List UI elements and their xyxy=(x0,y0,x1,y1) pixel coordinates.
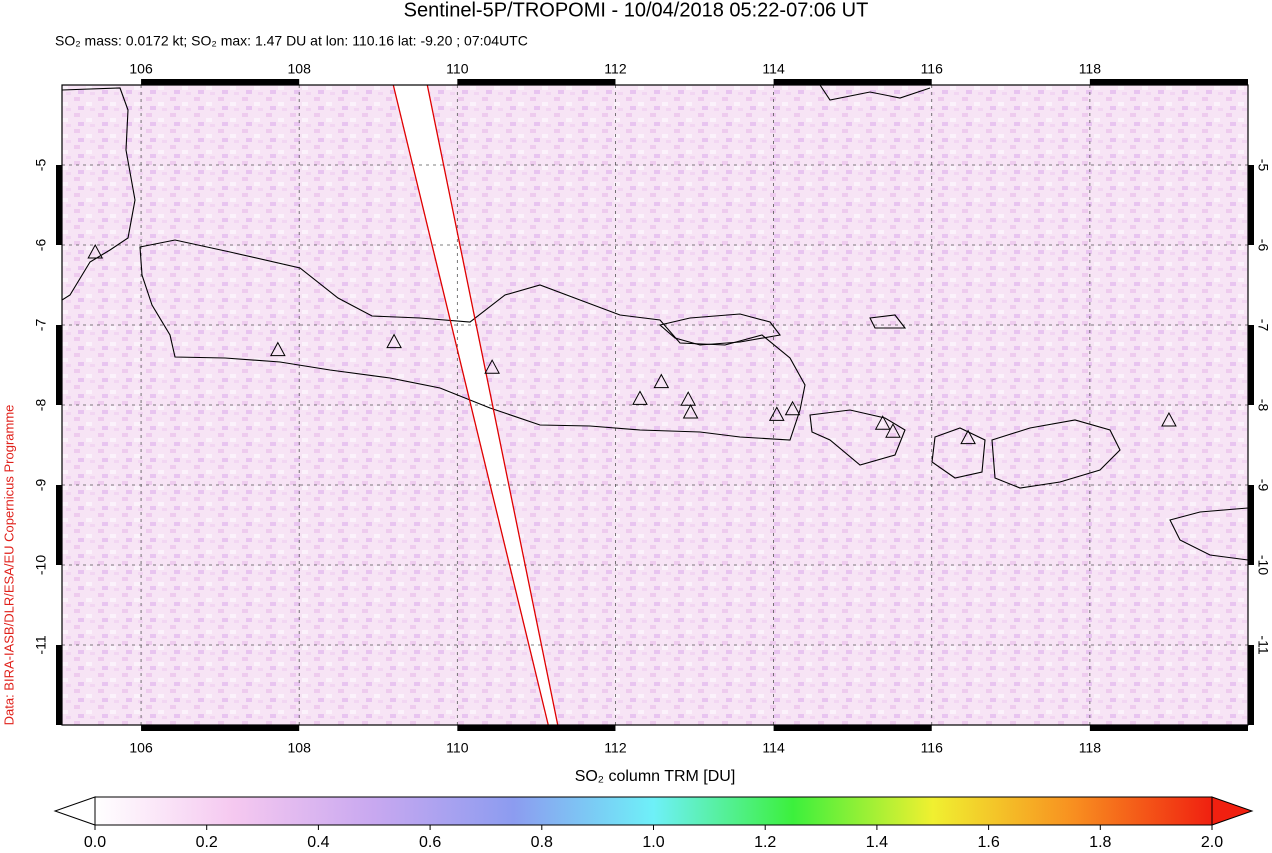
x-tick-label: 116 xyxy=(921,61,944,77)
frame-bar xyxy=(141,725,300,731)
y-tick-label: -6 xyxy=(33,239,49,252)
colorbar-under xyxy=(53,796,96,826)
y-tick-label: -5 xyxy=(33,159,49,172)
chart-title: Sentinel-5P/TROPOMI - 10/04/2018 05:22-0… xyxy=(404,0,869,21)
y-tick-label: -7 xyxy=(33,319,49,332)
frame-bar xyxy=(56,165,62,245)
frame-bar xyxy=(457,725,616,731)
frame-bar xyxy=(141,79,300,85)
colorbar-tick-label: 1.2 xyxy=(754,834,776,851)
colorbar-tick-label: 1.4 xyxy=(866,834,888,851)
x-tick-label: 106 xyxy=(129,740,153,756)
x-tick-label: 108 xyxy=(288,740,312,756)
colorbar-tick-label: 0.0 xyxy=(84,834,106,851)
y-tick-label: -5 xyxy=(1255,159,1271,172)
colorbar-tick-label: 1.8 xyxy=(1089,834,1111,851)
volcano xyxy=(960,429,976,445)
colorbar-tick-label: 0.8 xyxy=(531,834,553,851)
y-tick-label: -9 xyxy=(1255,479,1271,492)
colorbar-fill xyxy=(95,797,1212,825)
x-tick-label: 118 xyxy=(1079,61,1102,77)
x-tick-label: 112 xyxy=(604,740,627,756)
y-tick-label: -6 xyxy=(1255,239,1271,252)
x-tick-label: 112 xyxy=(604,61,627,77)
y-tick-label: -10 xyxy=(1255,555,1271,575)
colorbar-tick-label: 0.4 xyxy=(307,834,329,851)
volcano xyxy=(680,391,697,406)
frame-bar xyxy=(56,325,62,405)
volcano xyxy=(270,341,286,357)
colorbar-tick-label: 2.0 xyxy=(1201,834,1223,851)
y-tick-label: -9 xyxy=(33,479,49,492)
colorbar-label: SO₂ column TRM [DU] xyxy=(575,768,736,785)
x-tick-label: 108 xyxy=(288,61,312,77)
x-tick-label: 110 xyxy=(446,740,469,756)
x-tick-label: 106 xyxy=(129,61,153,77)
y-tick-label: -11 xyxy=(1255,635,1271,654)
grid xyxy=(62,85,1248,725)
y-tick-label: -8 xyxy=(1255,399,1271,412)
frame-bar xyxy=(457,79,616,85)
frame-bar xyxy=(1248,325,1254,405)
map xyxy=(62,85,1248,725)
colorbar-over xyxy=(1211,796,1254,826)
frame-bar xyxy=(773,725,932,731)
volcano xyxy=(386,333,402,349)
colorbar-tick-label: 1.6 xyxy=(977,834,999,851)
volcano xyxy=(653,373,670,389)
y-tick-label: -8 xyxy=(33,399,49,412)
axis-frame: 106 106 108 108 110 110 112 112 114 114 116 116 118 1… xyxy=(33,61,1272,756)
volcano xyxy=(682,403,699,419)
y-tick-label: -7 xyxy=(1255,319,1271,332)
frame-bar xyxy=(1089,79,1248,85)
volcano xyxy=(484,359,500,374)
x-tick-label: 118 xyxy=(1079,740,1102,756)
colorbar: 0.0 0.2 0.4 0.6 0.8 1.0 1.2 1.4 1.6 1.8 2.0 xyxy=(53,796,1254,851)
colorbar-tick-label: 0.2 xyxy=(196,834,218,851)
frame-bar xyxy=(1248,485,1254,565)
volcano-layer xyxy=(87,85,1177,725)
x-tick-label: 116 xyxy=(921,740,944,756)
volcano xyxy=(768,406,785,421)
volcano xyxy=(874,415,891,430)
x-tick-label: 114 xyxy=(762,740,785,756)
credit: Data: BIRA-IASB/DLR/ESA/EU Copernicus Pr… xyxy=(1,405,16,726)
frame-bar xyxy=(1248,165,1254,245)
coastlines xyxy=(62,85,1248,561)
frame-bar xyxy=(773,79,932,85)
volcano xyxy=(784,400,801,416)
volcano xyxy=(1161,411,1177,427)
frame-bar xyxy=(56,645,62,725)
x-tick-label: 114 xyxy=(762,61,785,77)
volcano xyxy=(632,390,648,405)
frame-bar xyxy=(56,485,62,565)
volcano xyxy=(885,423,901,438)
colorbar-tick-label: 0.6 xyxy=(419,834,441,851)
swath-edge xyxy=(426,85,559,725)
frame-bar xyxy=(1248,645,1254,725)
x-tick-label: 110 xyxy=(446,61,469,77)
subtitle: SO₂ mass: 0.0172 kt; SO₂ max: 1.47 DU at… xyxy=(55,33,528,49)
colorbar-tick-label: 1.0 xyxy=(642,834,664,851)
swath-edge xyxy=(392,85,549,725)
volcano xyxy=(87,243,104,259)
y-tick-label: -10 xyxy=(33,555,49,575)
frame-bar xyxy=(1089,725,1248,731)
y-tick-label: -11 xyxy=(33,635,49,654)
